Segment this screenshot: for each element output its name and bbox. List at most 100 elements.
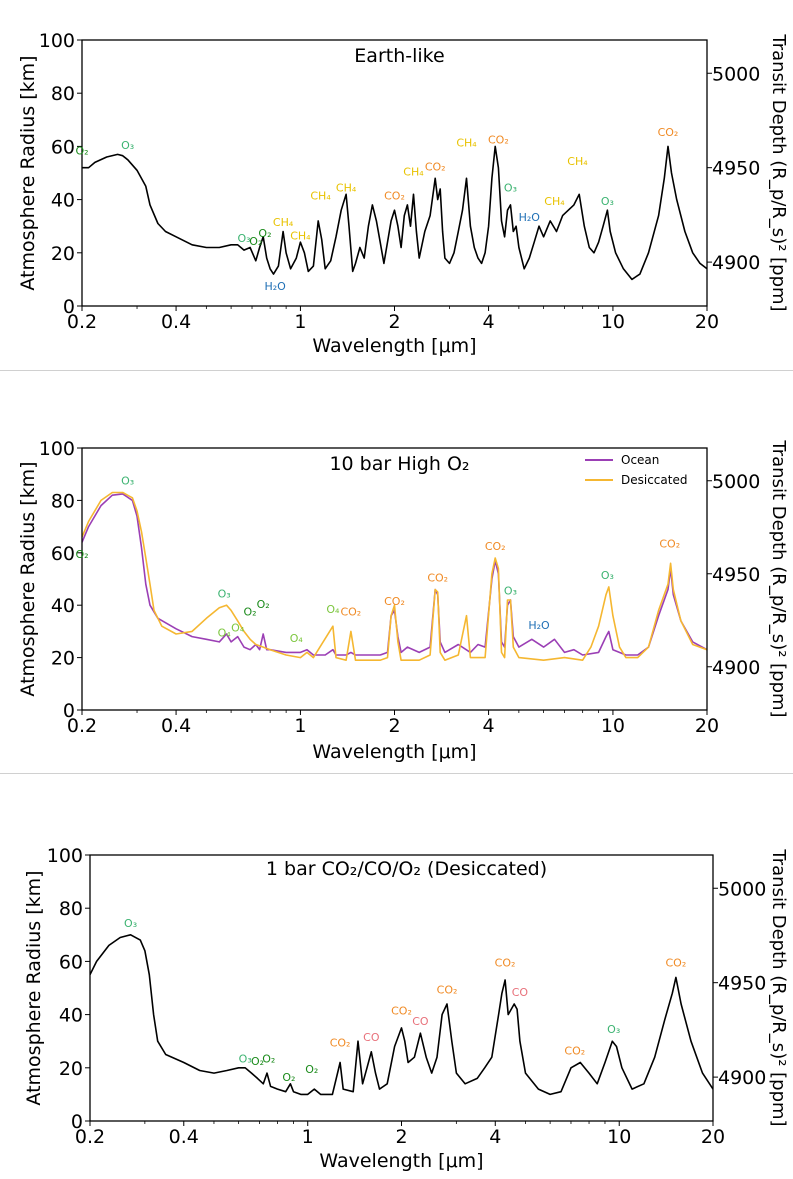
- molecule-label: CO₂: [340, 606, 361, 619]
- x-tick-label: 1: [302, 1126, 314, 1148]
- molecule-label: O₃: [218, 587, 231, 600]
- y-tick-label: 20: [51, 648, 75, 670]
- x-tick-label: 20: [695, 715, 719, 737]
- plot-frame: [89, 854, 714, 1122]
- y2-tick-label: 5000: [712, 471, 760, 493]
- y2-axis-label: Transit Depth (R_p/R_s)² [ppm]: [768, 33, 789, 311]
- molecule-label: O₂: [249, 235, 262, 248]
- y2-tick-label: 4950: [712, 564, 760, 586]
- panel-divider: [0, 370, 793, 371]
- spectrum-chart: 0.2 0.4 1 2 4 10 20 0 20 40 60 80 100 4900 4950 5000 1 b…: [23, 845, 789, 1172]
- molecule-label: O₄: [231, 621, 245, 634]
- legend-entry: Desiccated: [621, 473, 687, 487]
- y-tick-label: 20: [51, 243, 75, 265]
- y-tick-label: 100: [39, 30, 75, 52]
- x-tick-label: 1: [294, 311, 306, 333]
- molecule-label: CO₂: [384, 190, 405, 203]
- x-tick-label: 0.2: [75, 1126, 105, 1148]
- y2-axis-label: Transit Depth (R_p/R_s)² [ppm]: [768, 848, 789, 1126]
- series-line-ocean: [82, 493, 707, 656]
- molecule-label: O₃: [124, 917, 137, 930]
- series-line-spectrum: [90, 934, 713, 1096]
- molecule-label: CO₂: [330, 1037, 351, 1050]
- y-tick-label: 100: [39, 438, 75, 460]
- molecule-label: O₃: [121, 475, 134, 488]
- y-tick-label: 0: [63, 700, 75, 722]
- molecule-label: CO₂: [564, 1045, 585, 1058]
- molecule-label: CO₂: [437, 983, 458, 996]
- chart-title: Earth-like: [354, 45, 444, 67]
- x-tick-label: 0.2: [67, 715, 97, 737]
- y2-tick-label: 4900: [712, 657, 760, 679]
- x-tick-label: 2: [388, 715, 400, 737]
- legend-entry: Ocean: [621, 453, 659, 467]
- molecule-label: O₂: [257, 598, 270, 611]
- spectrum-chart: 0.2 0.4 1 2 4 10 20 0 20 40 60 80 100 4900 4950 5000 10 …: [17, 438, 789, 763]
- y-tick-label: 0: [71, 1111, 83, 1133]
- y2-tick-label: 4900: [718, 1067, 766, 1089]
- y-axis-label: Atmosphere Radius [km]: [17, 55, 39, 290]
- y2-tick-label: 4900: [712, 252, 760, 274]
- molecule-label: CH₄: [567, 155, 588, 168]
- x-axis-label: Wavelength [μm]: [319, 1150, 483, 1172]
- y-tick-label: 60: [51, 136, 75, 158]
- molecule-label: O₂: [305, 1063, 318, 1076]
- y2-axis-label: Transit Depth (R_p/R_s)² [ppm]: [768, 439, 789, 717]
- molecule-label: CO₂: [384, 595, 405, 608]
- molecule-label: CH₄: [290, 230, 311, 243]
- y-tick-label: 40: [59, 1005, 83, 1027]
- molecule-label: CO: [512, 986, 529, 999]
- molecule-label: O₂: [75, 144, 88, 157]
- molecule-label: O₃: [607, 1023, 620, 1036]
- series-line-spectrum: [82, 145, 707, 281]
- molecule-label: CO₂: [485, 540, 506, 553]
- y-tick-label: 0: [63, 296, 75, 318]
- x-tick-label: 10: [607, 1126, 631, 1148]
- x-tick-label: 20: [701, 1126, 725, 1148]
- molecule-label: H₂O: [264, 280, 286, 293]
- molecule-label: CO₂: [427, 572, 448, 585]
- chart-title: 1 bar CO₂/CO/O₂ (Desiccated): [266, 858, 547, 880]
- molecule-label: CO₂: [425, 160, 446, 173]
- x-axis-label: Wavelength [μm]: [312, 741, 476, 763]
- y2-tick-label: 5000: [718, 878, 766, 900]
- x-tick-label: 4: [489, 1126, 501, 1148]
- molecule-label: O₄: [326, 603, 340, 616]
- y-tick-label: 20: [59, 1058, 83, 1080]
- y-tick-label: 40: [51, 595, 75, 617]
- y2-tick-label: 4950: [718, 973, 766, 995]
- molecule-label: H₂O: [519, 211, 541, 224]
- chart-title: 10 bar High O₂: [329, 453, 469, 475]
- x-axis-label: Wavelength [μm]: [312, 335, 476, 357]
- molecule-label: O₃: [237, 232, 250, 245]
- y-axis-label: Atmosphere Radius [km]: [17, 461, 39, 696]
- x-tick-label: 4: [483, 715, 495, 737]
- panel-earth-like: 0.2 0.4 1 2 4 10 20 0 20 40 60 80 100 4900 4950 5000 Ear…: [0, 0, 793, 358]
- panel-co2-co-o2: 0.2 0.4 1 2 4 10 20 0 20 40 60 80 100 4900 4950 5000 1 b…: [0, 818, 793, 1175]
- molecule-label: CO₂: [665, 957, 686, 970]
- x-tick-label: 0.2: [67, 311, 97, 333]
- molecule-label: CO₂: [495, 957, 516, 970]
- molecule-label: CO: [363, 1031, 380, 1044]
- spectrum-chart: 0.2 0.4 1 2 4 10 20 0 20 40 60 80 100 4900 4950 5000 Ear…: [17, 30, 789, 357]
- molecule-label: CO: [412, 1015, 429, 1028]
- molecule-label: CH₄: [403, 166, 424, 179]
- y-tick-label: 40: [51, 190, 75, 212]
- molecule-label: O₄: [218, 627, 232, 640]
- molecule-label: O₃: [504, 182, 517, 195]
- y-tick-label: 60: [59, 951, 83, 973]
- x-tick-label: 20: [695, 311, 719, 333]
- molecule-label: O₂: [75, 548, 88, 561]
- molecule-label: O₂: [262, 1052, 275, 1065]
- x-tick-label: 10: [601, 715, 625, 737]
- molecule-label: CO₂: [659, 538, 680, 551]
- x-tick-label: 0.4: [169, 1126, 199, 1148]
- y-tick-label: 80: [51, 83, 75, 105]
- x-tick-label: 10: [601, 311, 625, 333]
- molecule-label: O₃: [601, 195, 614, 208]
- y-tick-label: 100: [47, 845, 83, 867]
- y-tick-label: 60: [51, 543, 75, 565]
- y2-tick-label: 5000: [712, 63, 760, 85]
- molecule-label: O₃: [121, 139, 134, 152]
- molecule-label: O₂: [282, 1071, 295, 1084]
